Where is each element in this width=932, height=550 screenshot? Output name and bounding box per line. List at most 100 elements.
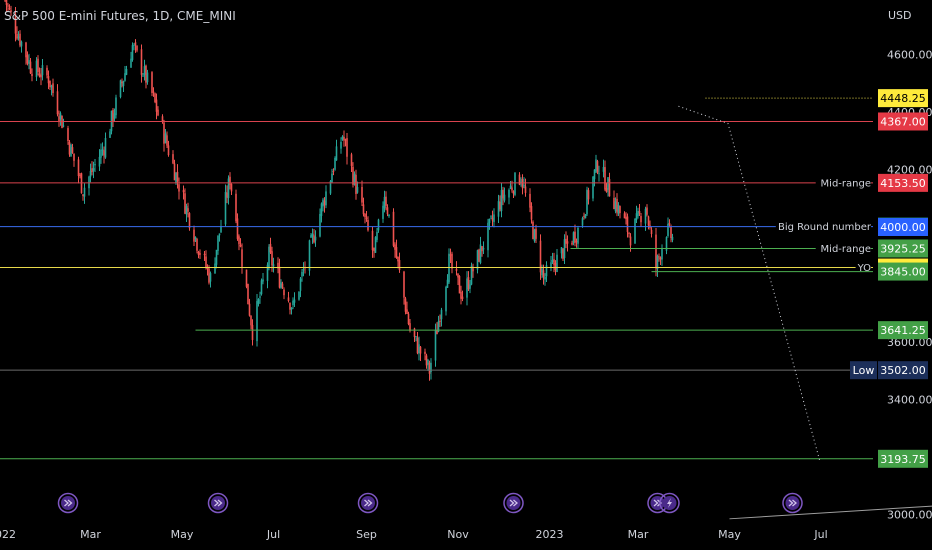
candle-body [236, 218, 239, 239]
candle-body [535, 228, 537, 239]
candle-body [121, 81, 123, 84]
candle-body [322, 199, 324, 207]
candle-body [89, 170, 92, 177]
candle-body [586, 189, 588, 215]
candle-body [46, 67, 48, 76]
lightning-icon[interactable] [659, 492, 680, 514]
candle-body [259, 296, 261, 298]
time-axis[interactable]: 2022 Mar May Jul Sep Nov 2023 Mar May Jul [0, 528, 828, 541]
candle-body [247, 283, 249, 305]
candle-body [151, 72, 153, 93]
candle-body [19, 33, 21, 46]
candle-body [478, 249, 480, 262]
candle-body [493, 214, 495, 223]
level-lines: Mid-range Big Round number Mid-range YO [0, 97, 873, 460]
candle-body [542, 270, 545, 278]
candle-body [553, 259, 555, 265]
candle-body [143, 66, 146, 75]
candle-body [385, 196, 387, 206]
candle-body [491, 217, 494, 221]
candle-body [83, 187, 86, 197]
candle-body [658, 256, 660, 258]
event-icon[interactable] [207, 492, 229, 514]
candle-body [301, 271, 303, 277]
candle-body [497, 201, 500, 217]
candle-body [289, 302, 291, 310]
candle-body [283, 289, 285, 296]
candle-body [383, 196, 386, 209]
trend-line [729, 505, 932, 520]
candle-body [203, 253, 206, 256]
icon-ring [503, 492, 524, 514]
candle-body [644, 208, 647, 224]
candle-body [655, 234, 657, 269]
candle-body [377, 219, 380, 231]
candle-body [670, 226, 672, 239]
candle-body [499, 201, 501, 210]
candle-body [133, 44, 135, 46]
candle-body [194, 236, 197, 240]
candle-body [35, 60, 38, 78]
candle-body [310, 235, 312, 238]
event-icon[interactable] [503, 492, 524, 514]
projection-line [678, 105, 820, 461]
icon-ring [57, 492, 79, 514]
candle-body [404, 298, 407, 312]
candle-body [67, 128, 69, 141]
price-label: 3193.75 [880, 453, 926, 466]
candle-body [145, 65, 147, 83]
candle-body [574, 231, 576, 243]
candle-body [206, 267, 209, 269]
candle-body [616, 198, 618, 213]
candle-body [292, 300, 294, 306]
candle-body [175, 172, 177, 183]
level-tag-bg [775, 220, 871, 233]
event-icon[interactable] [57, 492, 79, 514]
candle-body [413, 328, 416, 337]
candle-body [14, 14, 17, 34]
candle-body [640, 216, 642, 223]
icon-glyph [64, 499, 73, 507]
candle-body [343, 136, 345, 141]
price-label: 4153.50 [880, 177, 926, 190]
candle-body [302, 269, 305, 271]
currency-label[interactable]: USD [888, 9, 912, 22]
candle-body [406, 309, 408, 314]
candle-body [220, 225, 222, 233]
candle-body [521, 179, 524, 189]
candle-body [344, 139, 347, 141]
price-label-bg [878, 262, 928, 281]
candle-body [16, 33, 18, 39]
candle-body [277, 262, 279, 269]
event-icons[interactable] [57, 492, 803, 514]
candle-body [182, 190, 185, 193]
candle-body [583, 216, 585, 218]
candle-body [167, 145, 170, 156]
candle-body [235, 193, 237, 222]
candle-body [134, 42, 137, 46]
candle-body [280, 282, 282, 288]
candle-body [79, 175, 81, 177]
candle-body [581, 218, 584, 226]
candle-body [596, 161, 599, 173]
candle-body [239, 244, 242, 247]
candle-body [388, 214, 390, 217]
candle-body [659, 257, 662, 260]
candle-body [7, 5, 9, 7]
x-tick-label: Sep [356, 528, 377, 541]
candle-body [355, 174, 357, 194]
event-icon[interactable] [357, 492, 379, 514]
candle-body [502, 189, 504, 199]
candle-body [293, 299, 296, 303]
candle-body [260, 280, 263, 295]
candle-body [298, 291, 300, 300]
event-icon[interactable] [782, 492, 803, 514]
candle-body [290, 307, 293, 310]
candle-body [112, 109, 114, 122]
candle-body [238, 236, 240, 245]
candle-body [248, 303, 251, 316]
price-label-bg [878, 89, 928, 108]
candle-body [374, 237, 377, 253]
candle-body [101, 149, 104, 151]
